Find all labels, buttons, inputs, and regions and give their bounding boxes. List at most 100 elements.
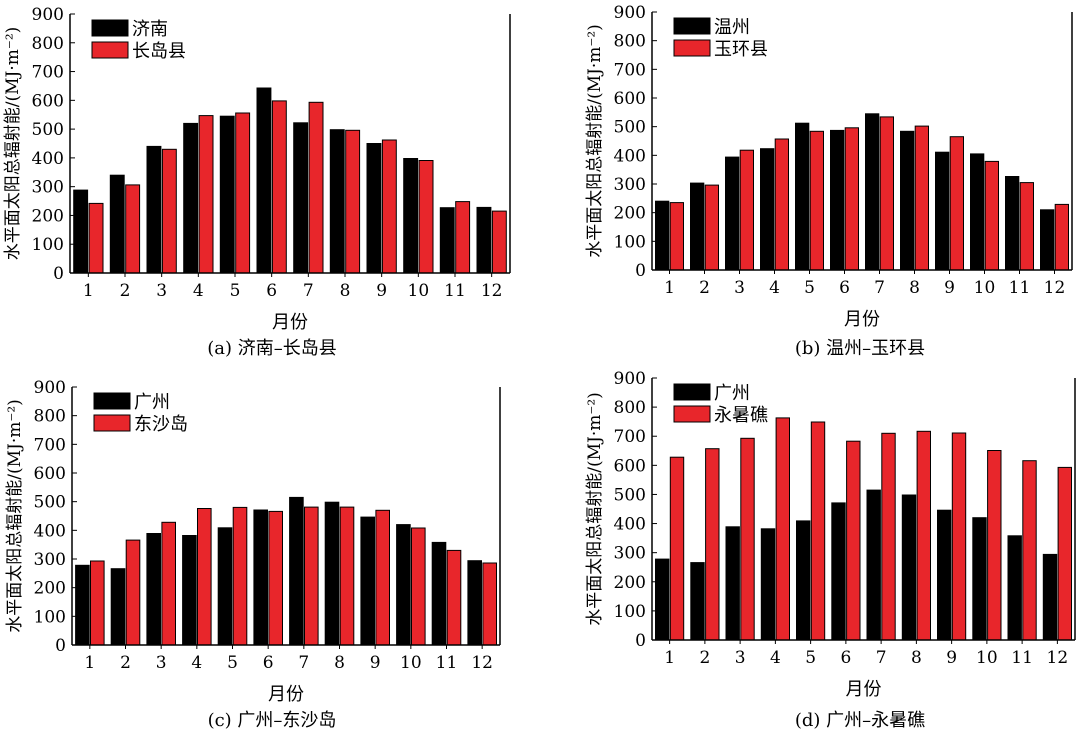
y-tick-label: 500 [34, 493, 66, 513]
x-tick-label: 12 [481, 281, 503, 301]
x-tick-label: 1 [84, 653, 95, 673]
y-tick-label: 0 [635, 261, 646, 281]
x-tick-label: 11 [1011, 648, 1033, 668]
x-tick-label: 5 [805, 648, 816, 668]
bar-series1-11 [431, 541, 447, 646]
bar-series1-8 [324, 501, 340, 646]
bar-series1-5 [217, 527, 233, 646]
y-tick-label: 400 [614, 146, 646, 166]
x-tick-label: 4 [769, 278, 780, 298]
x-tick-label: 3 [735, 648, 746, 668]
y-tick-label: 0 [55, 636, 66, 656]
y-tick-label: 500 [614, 118, 646, 138]
x-tick-label: 1 [83, 281, 94, 301]
bar-series1-4 [183, 122, 199, 274]
y-tick-label: 200 [34, 579, 66, 599]
y-tick-label: 800 [34, 407, 66, 427]
y-tick-label: 500 [32, 120, 64, 140]
x-tick-label: 4 [193, 281, 204, 301]
y-tick-label: 400 [34, 521, 66, 541]
bar-series2-7 [881, 432, 896, 641]
bar-series2-12 [482, 562, 497, 646]
bar-series2-11 [1022, 460, 1037, 641]
bar-series2-10 [984, 160, 1000, 271]
panel-caption: (a) 济南–长岛县 [207, 338, 337, 359]
bar-series1-1 [73, 189, 89, 274]
y-tick-label: 200 [614, 573, 646, 593]
bar-series1-5 [796, 520, 811, 641]
y-tick-label: 100 [614, 602, 646, 622]
panel-caption: (b) 温州–玉环县 [795, 338, 925, 359]
bar-series2-5 [232, 506, 248, 646]
y-axis-title: 水平面太阳总辐射能/(MJ·m⁻²) [5, 399, 25, 633]
bar-series2-7 [879, 116, 895, 271]
legend-label-2: 永暑礁 [714, 405, 768, 426]
bar-series2-5 [809, 130, 825, 271]
bar-series2-9 [375, 509, 390, 646]
bar-series1-12 [1042, 553, 1058, 641]
bar-series2-1 [669, 202, 685, 271]
legend-label-1: 济南 [132, 19, 168, 40]
panel-caption: (c) 广州–东沙岛 [208, 710, 337, 731]
x-tick-label: 5 [227, 653, 238, 673]
y-tick-label: 900 [614, 369, 646, 389]
bar-series2-3 [161, 148, 177, 274]
bar-series1-7 [289, 496, 304, 646]
bar-series2-2 [125, 184, 141, 274]
x-tick-label: 10 [400, 653, 422, 673]
y-tick-label: 400 [32, 149, 64, 169]
x-tick-label: 3 [156, 281, 167, 301]
bar-series2-1 [669, 456, 685, 641]
bar-series2-3 [161, 521, 176, 646]
bar-series1-12 [467, 560, 482, 646]
x-tick-label: 11 [1009, 278, 1031, 298]
bar-series2-12 [491, 210, 507, 274]
x-tick-label: 7 [298, 653, 309, 673]
bar-series2-9 [951, 432, 967, 641]
bar-series1-3 [725, 156, 740, 271]
bar-series2-5 [810, 421, 826, 641]
bar-series1-3 [146, 533, 161, 646]
bar-series1-1 [75, 564, 90, 646]
y-tick-label: 300 [34, 550, 66, 570]
legend-swatch-1 [673, 383, 711, 401]
bar-series1-8 [900, 130, 915, 271]
x-axis-title: 月份 [268, 684, 304, 705]
x-tick-label: 1 [664, 278, 675, 298]
bar-series2-5 [235, 112, 251, 274]
y-tick-label: 600 [32, 91, 64, 111]
bar-series2-6 [271, 100, 287, 274]
bar-series2-2 [704, 184, 720, 271]
y-tick-label: 700 [34, 435, 66, 455]
bar-series1-4 [760, 528, 776, 641]
y-tick-label: 100 [34, 607, 66, 627]
bar-series2-2 [125, 539, 141, 646]
legend-swatch-2 [673, 405, 711, 423]
bar-series2-10 [987, 450, 1002, 641]
legend-swatch-1 [91, 19, 129, 37]
x-tick-label: 8 [911, 648, 922, 668]
x-tick-label: 5 [230, 281, 241, 301]
x-tick-label: 6 [263, 653, 274, 673]
x-tick-label: 12 [471, 653, 493, 673]
bar-series1-10 [396, 524, 411, 646]
bar-series2-6 [844, 127, 860, 271]
y-tick-label: 200 [614, 204, 646, 224]
y-axis-title: 水平面太阳总辐射能/(MJ·m⁻²) [585, 392, 605, 626]
x-tick-label: 9 [944, 278, 955, 298]
bar-series2-9 [949, 136, 965, 271]
x-tick-label: 4 [191, 653, 202, 673]
x-tick-label: 11 [444, 281, 466, 301]
y-tick-label: 200 [32, 206, 64, 226]
bar-series1-1 [655, 558, 670, 641]
bar-series1-6 [253, 509, 268, 646]
y-tick-label: 800 [614, 32, 646, 52]
y-tick-label: 300 [614, 544, 646, 564]
bar-series1-2 [110, 568, 126, 646]
bar-series1-8 [329, 129, 345, 274]
y-tick-label: 300 [614, 175, 646, 195]
bar-series2-11 [1019, 182, 1035, 271]
bar-series1-7 [866, 489, 881, 641]
